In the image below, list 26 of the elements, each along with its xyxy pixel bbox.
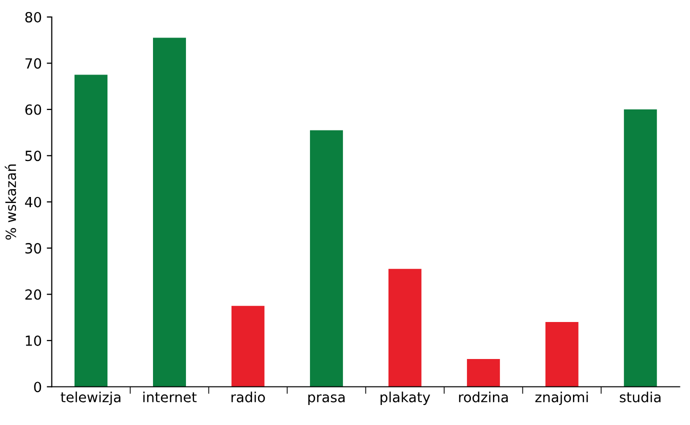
bar: [153, 38, 186, 387]
y-tick-label: 20: [25, 289, 42, 300]
y-tick-label: 40: [25, 196, 42, 208]
y-tick-label: 0: [34, 382, 42, 392]
x-tick-label: internet: [143, 392, 197, 402]
x-tick-label: prasa: [308, 394, 345, 406]
y-tick-label: 60: [25, 104, 42, 115]
bar: [74, 74, 108, 387]
x-tick-label: znajomi: [535, 392, 588, 406]
x-tick-label: telewizja: [60, 392, 120, 406]
x-tick-label: radio: [232, 392, 265, 402]
y-tick-label: 80: [25, 12, 42, 22]
y-tick-label: 10: [26, 336, 42, 346]
bar: [545, 322, 578, 387]
bar: [231, 306, 264, 387]
y-tick-label: 30: [25, 243, 42, 254]
bar: [466, 359, 500, 387]
y-tick-label: 70: [25, 58, 42, 69]
bar: [310, 130, 343, 387]
x-tick-label: rodzina: [459, 392, 508, 402]
y-axis-title: % wskazań: [4, 164, 16, 240]
bar: [624, 109, 657, 387]
bar: [388, 268, 422, 387]
y-tick-label: 50: [25, 150, 42, 162]
x-tick-label: studia: [620, 392, 660, 402]
x-tick-label: plakaty: [380, 392, 430, 406]
